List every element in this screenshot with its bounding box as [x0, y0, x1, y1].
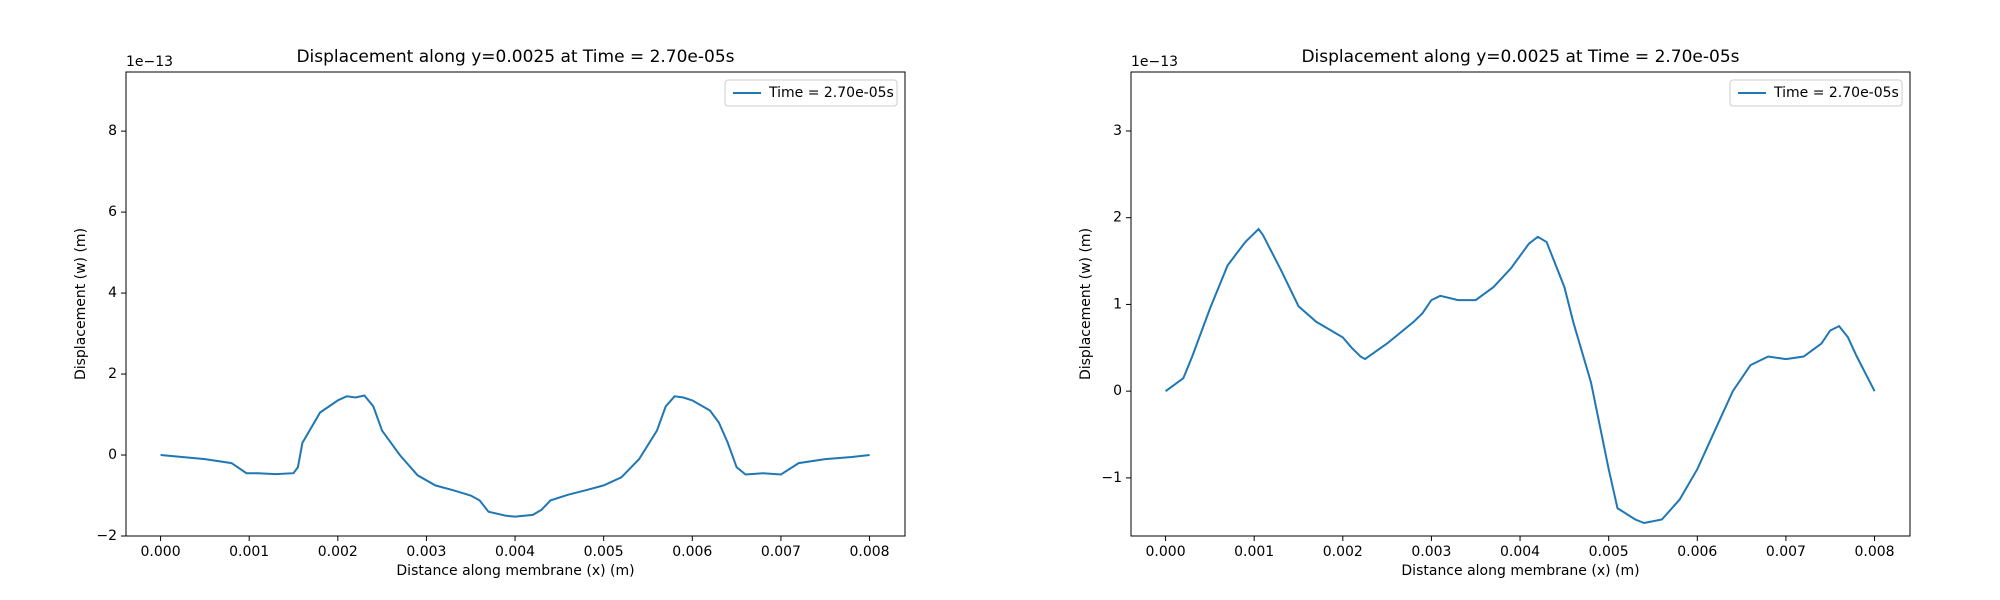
y-tick-label: −1: [1101, 470, 1122, 486]
x-tick-label: 0.006: [672, 544, 712, 560]
x-tick-label: 0.004: [495, 544, 535, 560]
x-tick-label: 0.007: [1766, 544, 1806, 560]
x-tick-label: 0.000: [141, 544, 181, 560]
x-tick-label: 0.003: [406, 544, 446, 560]
x-tick-label: 0.004: [1500, 544, 1540, 560]
y-tick-label: 0: [108, 447, 117, 463]
y-tick-label: 8: [108, 123, 117, 139]
data-line: [1165, 227, 1876, 525]
chart-title: Displacement along y=0.0025 at Time = 2.…: [1301, 47, 1739, 67]
legend-box: [724, 79, 898, 107]
y-axis-label: Displacement (w) (m): [73, 228, 89, 380]
x-tick-label: 0.000: [1146, 544, 1186, 560]
y-offset-label: 1e−13: [126, 54, 173, 70]
x-tick-label: 0.005: [1589, 544, 1629, 560]
y-axis-label: Displacement (w) (m): [1078, 228, 1094, 380]
x-tick-label: 0.007: [761, 544, 801, 560]
data-line: [160, 394, 870, 518]
y-tick-label: 6: [108, 204, 117, 220]
plot-frame: [125, 71, 906, 537]
x-tick-label: 0.005: [584, 544, 624, 560]
x-tick-label: 0.008: [850, 544, 890, 560]
x-axis-label: Distance along membrane (x) (m): [396, 563, 634, 579]
y-tick-label: 3: [1113, 123, 1122, 139]
y-tick-label: 1: [1113, 296, 1122, 312]
x-tick-label: 0.002: [1323, 544, 1363, 560]
x-tick-label: 0.006: [1677, 544, 1717, 560]
legend-label: Time = 2.70e-05s: [1773, 85, 1899, 101]
y-offset-label: 1e−13: [1131, 54, 1178, 70]
x-tick-label: 0.002: [318, 544, 358, 560]
x-tick-label: 0.001: [229, 544, 269, 560]
x-tick-label: 0.001: [1234, 544, 1274, 560]
x-tick-label: 0.003: [1411, 544, 1451, 560]
legend-box: [1729, 79, 1903, 107]
y-tick-label: 2: [1113, 210, 1122, 226]
x-tick-label: 0.008: [1855, 544, 1895, 560]
legend-label: Time = 2.70e-05s: [768, 85, 894, 101]
y-tick-label: 4: [108, 285, 117, 301]
y-tick-label: −2: [96, 528, 117, 544]
chart-title: Displacement along y=0.0025 at Time = 2.…: [296, 47, 734, 67]
y-tick-label: 0: [1113, 383, 1122, 399]
plot-frame: [1130, 71, 1911, 537]
x-axis-label: Distance along membrane (x) (m): [1401, 563, 1639, 579]
y-tick-label: 2: [108, 366, 117, 382]
